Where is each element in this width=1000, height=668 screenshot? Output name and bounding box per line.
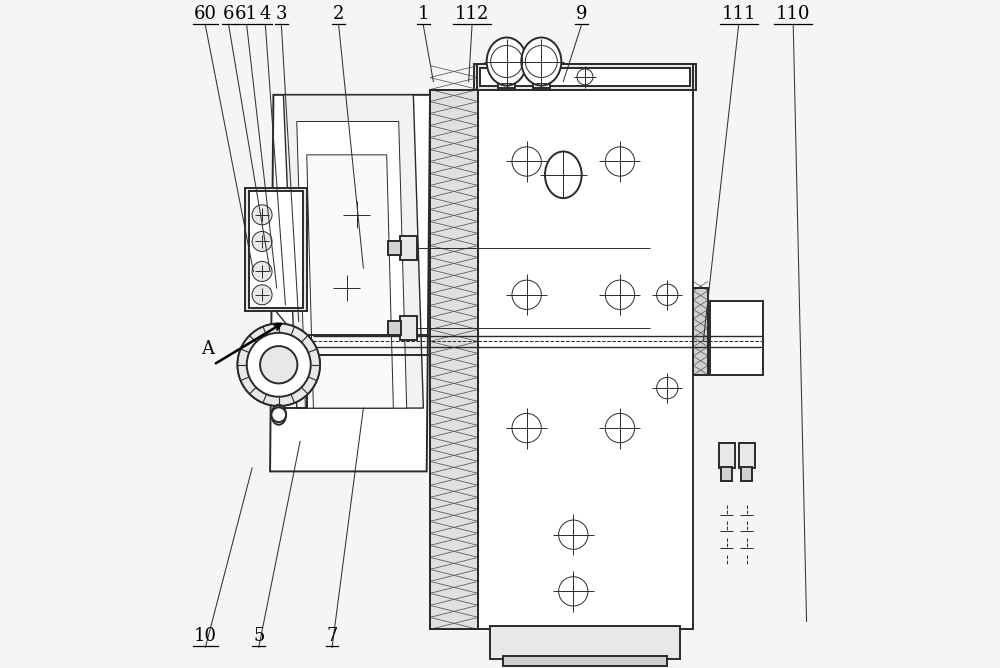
Bar <box>249 192 303 308</box>
Bar <box>498 76 515 88</box>
Bar <box>693 288 708 375</box>
Text: 5: 5 <box>253 627 264 645</box>
Text: 4: 4 <box>260 5 271 23</box>
Bar <box>430 90 478 629</box>
Circle shape <box>252 285 272 305</box>
Text: 9: 9 <box>576 5 587 23</box>
Polygon shape <box>270 95 430 472</box>
Text: 110: 110 <box>776 5 810 23</box>
Text: 10: 10 <box>194 627 217 645</box>
Text: 60: 60 <box>194 5 217 23</box>
Circle shape <box>271 407 286 422</box>
Bar <box>741 467 752 482</box>
Text: 1: 1 <box>418 5 429 23</box>
Ellipse shape <box>487 37 527 86</box>
Bar <box>721 467 732 482</box>
Circle shape <box>260 346 297 383</box>
Text: 3: 3 <box>276 5 287 23</box>
Bar <box>477 90 693 629</box>
Circle shape <box>252 232 272 251</box>
Polygon shape <box>307 155 393 408</box>
Text: 7: 7 <box>326 627 338 645</box>
Bar <box>739 443 755 468</box>
Bar <box>719 443 735 468</box>
Circle shape <box>252 261 272 281</box>
Circle shape <box>237 323 320 406</box>
Text: 112: 112 <box>455 5 489 23</box>
Bar <box>710 301 763 375</box>
Bar <box>430 90 478 629</box>
Bar <box>490 626 680 659</box>
Bar <box>245 188 307 311</box>
Bar <box>474 64 696 90</box>
Bar <box>400 316 417 340</box>
Text: 2: 2 <box>333 5 344 23</box>
Polygon shape <box>283 95 423 408</box>
Bar <box>388 321 401 335</box>
Ellipse shape <box>271 405 286 425</box>
Polygon shape <box>297 122 407 408</box>
Bar <box>388 241 401 255</box>
Bar <box>533 76 550 88</box>
Circle shape <box>252 205 272 225</box>
Text: A: A <box>202 341 215 359</box>
Bar <box>400 236 417 260</box>
Bar <box>480 67 690 86</box>
Text: 6: 6 <box>223 5 235 23</box>
Ellipse shape <box>545 152 582 198</box>
Text: 111: 111 <box>721 5 756 23</box>
Bar <box>477 64 693 90</box>
Bar <box>693 288 708 375</box>
Ellipse shape <box>521 37 561 86</box>
Circle shape <box>247 333 311 397</box>
Text: 61: 61 <box>235 5 258 23</box>
Bar <box>503 656 667 666</box>
